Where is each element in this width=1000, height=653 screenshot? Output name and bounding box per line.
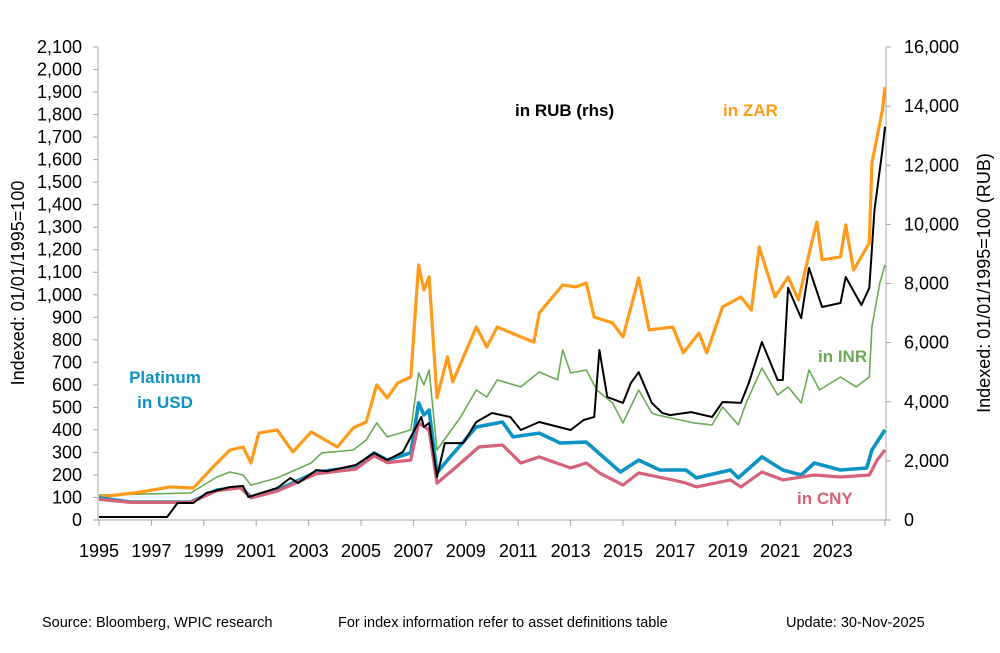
y-tick-label-right: 12,000 (904, 155, 959, 175)
series-label: in ZAR (723, 101, 778, 120)
x-tick-label: 2013 (551, 541, 591, 561)
x-tick-label: 2017 (655, 541, 695, 561)
y-tick-label-right: 6,000 (904, 333, 949, 353)
y-tick-label-left: 1,700 (37, 127, 82, 147)
series-line-in-inr (98, 264, 886, 496)
axes: 01002003004005006007008009001,0001,1001,… (37, 37, 959, 561)
y-tick-label-right: 16,000 (904, 37, 959, 57)
x-tick-label: 1995 (79, 541, 119, 561)
y-tick-label-left: 1,300 (37, 217, 82, 237)
series-label: in INR (818, 347, 867, 366)
series-label: in RUB (rhs) (515, 101, 614, 120)
x-tick-label: 2011 (499, 541, 538, 561)
y-tick-label-left: 900 (52, 307, 82, 327)
y-tick-label-right: 10,000 (904, 214, 959, 234)
x-tick-label: 1999 (184, 541, 224, 561)
y-tick-label-left: 100 (52, 487, 82, 507)
series-label-line: Platinum (129, 368, 201, 387)
y-tick-label-left: 1,800 (37, 105, 82, 125)
x-tick-label: 2001 (236, 541, 276, 561)
y-tick-label-left: 800 (52, 330, 82, 350)
y-tick-label-left: 600 (52, 375, 82, 395)
y-tick-label-left: 200 (52, 465, 82, 485)
y-tick-label-right: 4,000 (904, 392, 949, 412)
y-tick-label-right: 2,000 (904, 451, 949, 471)
y-tick-label-left: 400 (52, 420, 82, 440)
series-labels: in ZAR in RUB (rhs) in INR in CNY Platinum in… (129, 101, 867, 508)
footer-note: For index information refer to asset def… (338, 615, 668, 631)
x-tick-label: 2015 (603, 541, 643, 561)
y-axis-title-left: Indexed: 01/01/1995=100 (8, 181, 28, 386)
series-label: in CNY (797, 489, 853, 508)
y-tick-label-right: 0 (904, 510, 914, 530)
x-tick-label: 2023 (813, 541, 853, 561)
x-tick-label: 2005 (341, 541, 381, 561)
x-tick-label: 2021 (760, 541, 800, 561)
y-axis-title-right: Indexed: 01/01/1995=100 (RUB) (974, 153, 994, 413)
y-tick-label-left: 1,200 (37, 240, 82, 260)
y-tick-label-left: 1,900 (37, 82, 82, 102)
x-tick-label: 1997 (131, 541, 171, 561)
series-label-line: in USD (137, 393, 193, 412)
x-tick-label: 2003 (289, 541, 329, 561)
series-line-in-rub-rhs (99, 126, 886, 518)
y-tick-label-left: 0 (72, 510, 82, 530)
x-tick-label: 2007 (393, 541, 433, 561)
series-label: Platinum in USD (129, 368, 201, 412)
y-tick-label-left: 1,400 (37, 195, 82, 215)
series-line-platinum-in-usd (98, 401, 887, 504)
footer-update: Update: 30-Nov-2025 (786, 615, 925, 631)
x-tick-label: 2019 (708, 541, 748, 561)
series-line-in-zar (98, 86, 887, 499)
y-tick-label-left: 700 (52, 352, 82, 372)
y-tick-label-left: 300 (52, 442, 82, 462)
y-tick-label-right: 14,000 (904, 96, 959, 116)
y-tick-label-left: 2,100 (37, 37, 82, 57)
y-tick-label-left: 1,600 (37, 150, 82, 170)
y-tick-label-left: 1,000 (37, 285, 82, 305)
y-tick-label-left: 2,000 (37, 60, 82, 80)
series-line-in-cny (98, 421, 887, 504)
x-tick-label: 2009 (446, 541, 486, 561)
y-tick-label-right: 8,000 (904, 274, 949, 294)
footer-source: Source: Bloomberg, WPIC research (42, 615, 273, 631)
y-tick-label-left: 1,100 (37, 262, 82, 282)
y-tick-label-left: 500 (52, 397, 82, 417)
series-lines (98, 86, 887, 518)
y-tick-label-left: 1,500 (37, 172, 82, 192)
